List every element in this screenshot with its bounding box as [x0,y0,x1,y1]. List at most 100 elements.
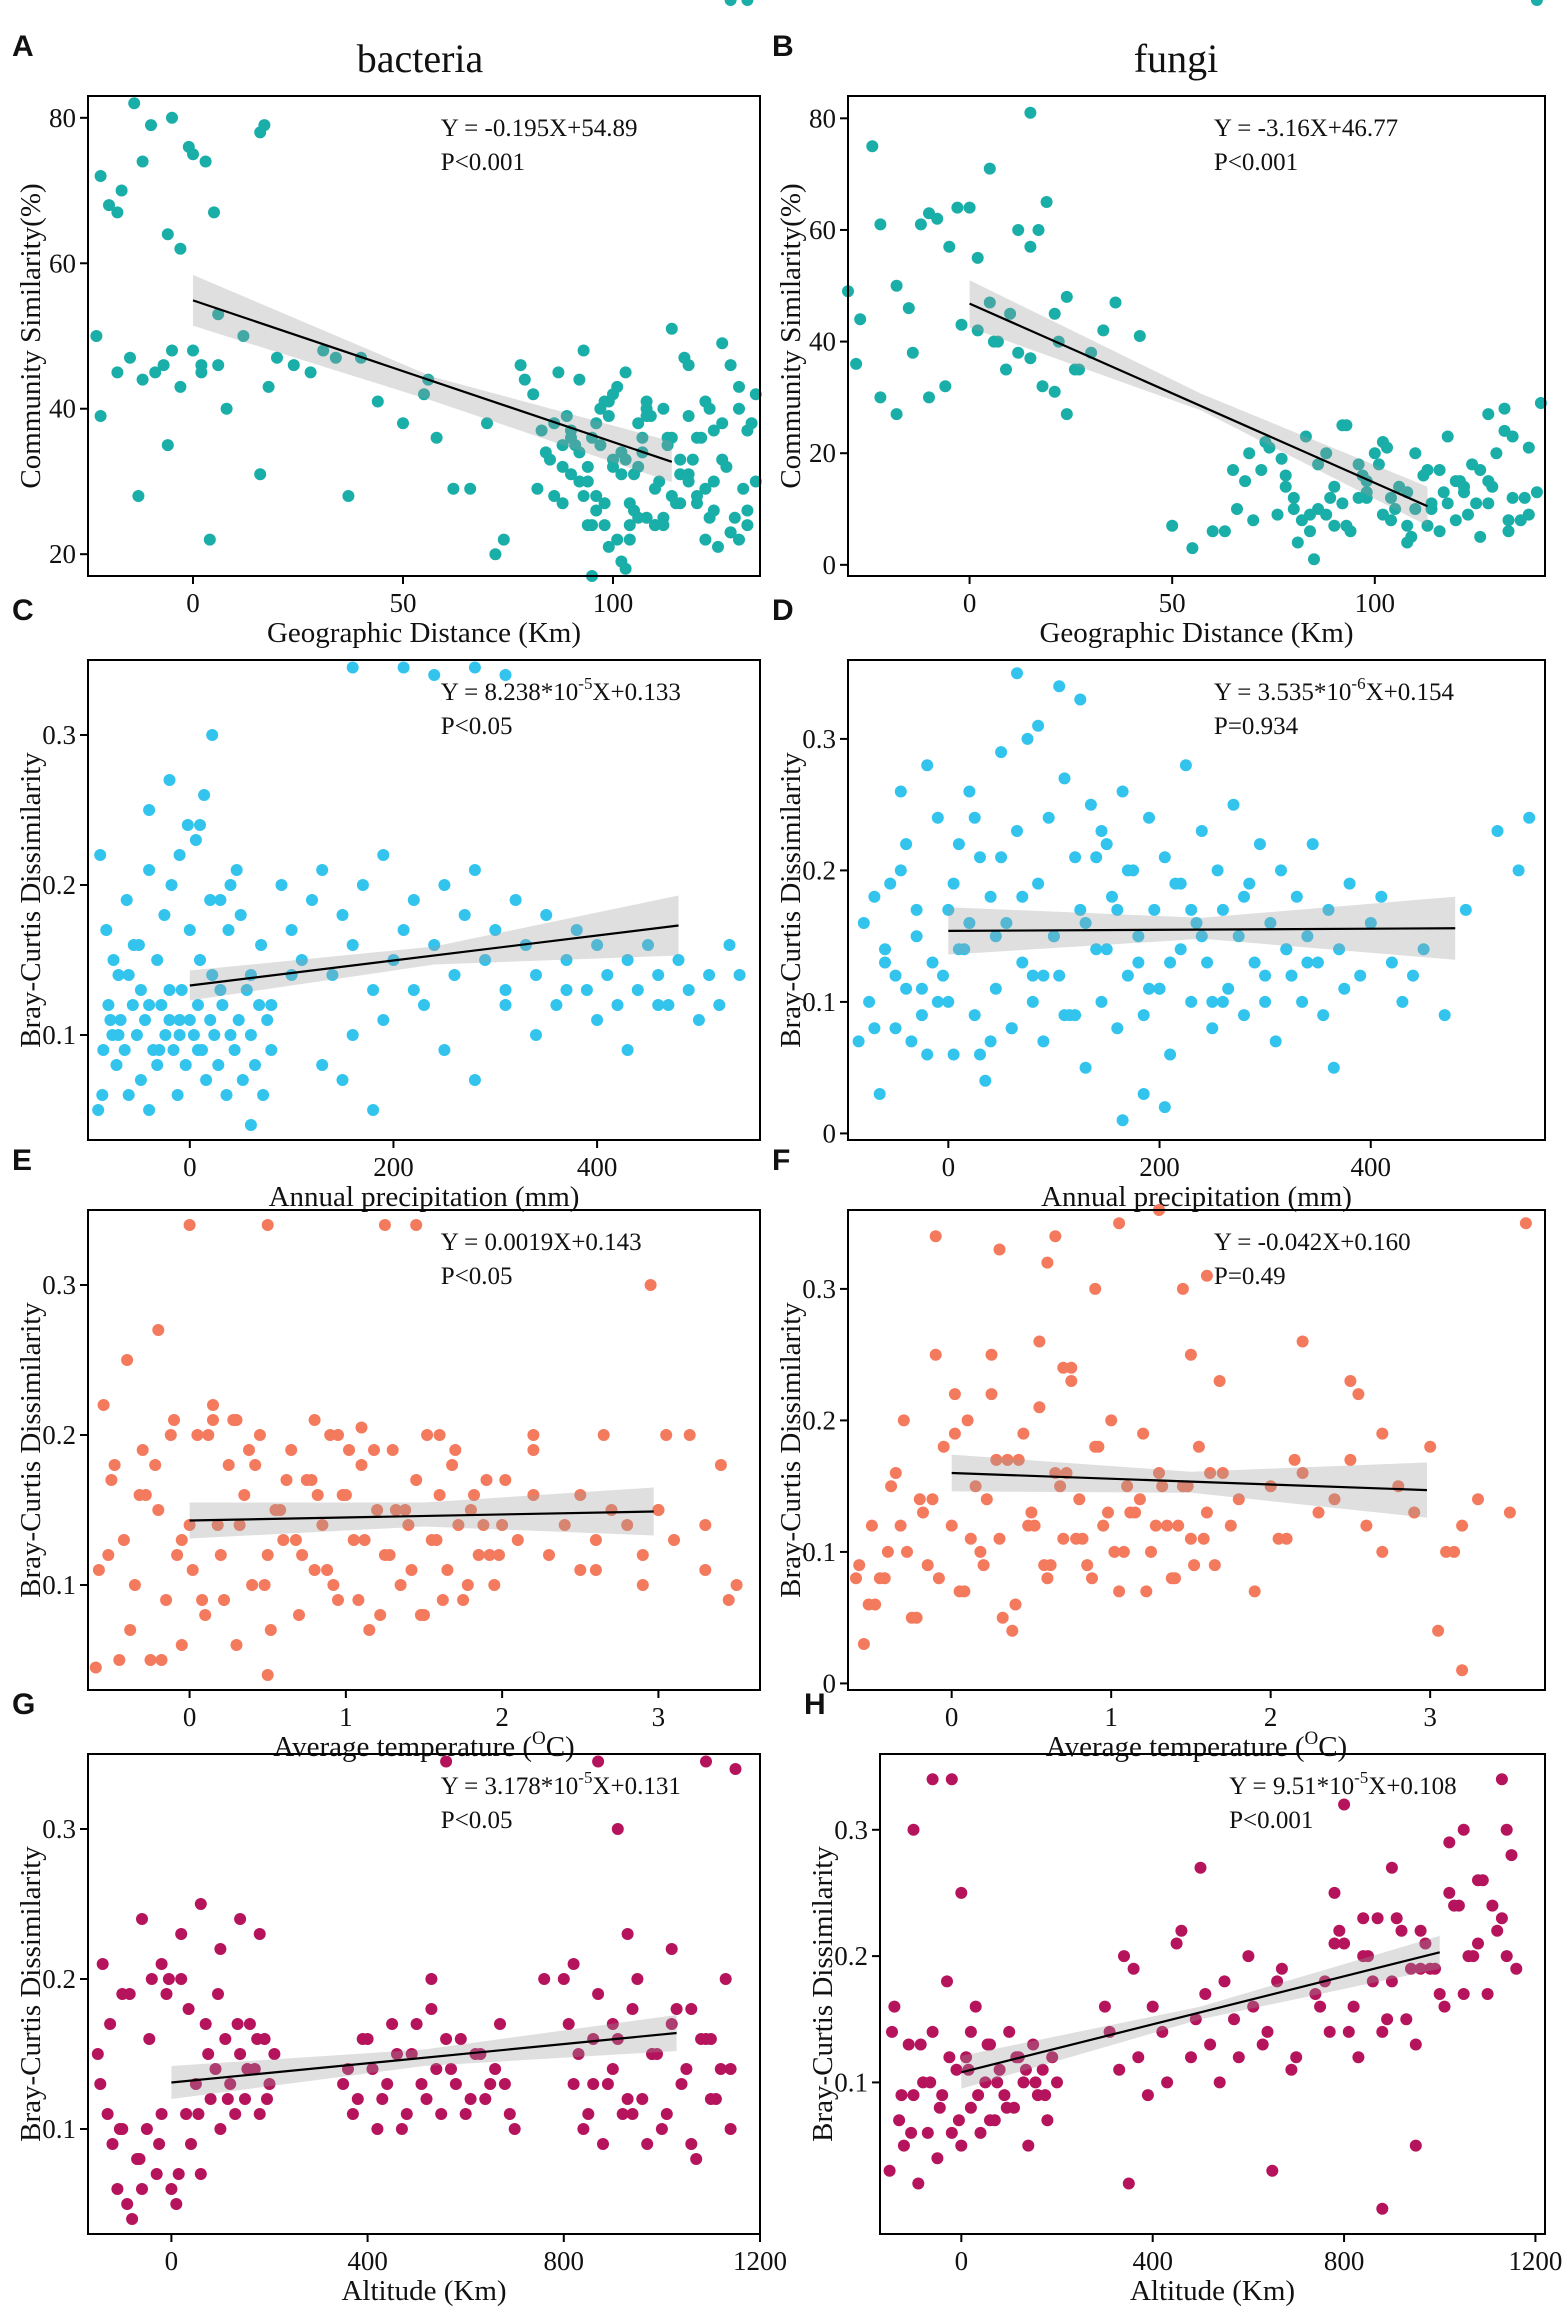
data-point [1409,2139,1422,2152]
panel-letter-e: E [12,1144,32,1177]
data-point [607,460,619,473]
data-point [183,1219,196,1231]
data-point [1275,864,1287,877]
data-point [1502,525,1515,538]
confidence-band-c [189,895,679,1001]
data-point [189,834,202,846]
data-point [952,838,965,851]
data-point [499,669,512,681]
data-point [285,924,298,936]
data-point [317,344,330,357]
data-point [1354,969,1367,982]
data-point [1522,508,1535,521]
data-point [577,344,590,357]
data-point [601,969,614,981]
data-point [1137,1009,1150,1022]
data-point [560,984,573,996]
data-point [1498,402,1511,415]
data-point [117,1534,130,1546]
data-point [971,324,984,337]
data-point [1261,2025,1274,2038]
data-point [1424,1440,1437,1453]
data-point [265,1044,278,1056]
data-point [626,2003,639,2015]
data-point [665,1943,678,1955]
data-point [243,1444,255,1456]
equation-g: Y = 3.178*10-5X+0.131 [441,1768,681,1800]
data-point [265,999,278,1011]
data-point [668,1534,680,1546]
data-point [381,2078,394,2090]
data-point [166,344,178,357]
data-point [636,1579,649,1591]
data-point [1132,2051,1145,2064]
data-point [1256,2038,1269,2051]
data-point [145,119,157,132]
regression-line-d [948,927,1456,933]
data-point [1227,798,1240,811]
data-point [921,1559,934,1572]
data-point [1242,1950,1255,1963]
data-point [631,984,644,996]
data-point [733,402,745,415]
data-point [209,2063,222,2075]
data-point [707,424,720,437]
data-point [652,969,665,981]
data-point [552,366,565,379]
data-point [271,351,283,364]
data-point [136,155,149,168]
data-point [194,1898,207,1910]
data-point [212,359,225,372]
data-point [136,1913,148,1925]
data-point [143,864,156,876]
data-point [926,956,939,969]
data-point [640,402,653,415]
data-point [402,1519,415,1531]
data-point [1491,825,1504,837]
x-axis-label-superscript: O [1304,1728,1318,1749]
data-point [243,2018,256,2030]
data-point [1057,1361,1070,1374]
data-point [1026,995,1039,1008]
data-point [955,1886,968,1899]
y-axis-label-e: Bray-Curtis Dissimilarity [15,1302,47,1598]
data-point [468,1489,480,1501]
data-point [336,1074,349,1086]
data-point [464,482,477,495]
panel-d: D 0 200 400 0 0.1 0.2 0.3 Annual precipitation (… [772,594,1546,1213]
data-point [204,1014,217,1026]
data-point [929,1348,942,1361]
data-point [1116,1114,1129,1127]
data-point [990,1453,1003,1466]
data-point [128,1579,141,1591]
data-point [1058,772,1071,785]
data-point [644,1279,657,1291]
data-point [653,475,666,488]
data-point [1433,525,1446,538]
data-point [1366,1975,1379,1988]
data-point [183,1519,196,1531]
data-point [1195,930,1208,943]
data-point [543,1549,555,1561]
data-point [900,838,913,851]
data-point [707,475,720,488]
data-point [1376,1545,1389,1558]
data-point [195,359,208,372]
data-point [1472,1874,1484,1887]
y-tick-label-c: 0.2 [42,870,76,900]
data-point [92,1564,105,1576]
data-point [921,1048,934,1061]
data-point [1156,1480,1169,1493]
data-point [1414,1962,1427,1975]
data-point [611,380,624,393]
data-point [1534,397,1547,409]
data-point [218,1594,230,1606]
x-tick-label-d: 0 [942,1152,956,1182]
data-point [306,894,318,906]
data-point [173,849,186,861]
panel-c: C 0 200 400 0.1 0.2 0.3 Annual precipitation (m… [12,594,761,1213]
data-point [1290,2051,1303,2064]
data-point [240,984,253,996]
plot-frame-c [87,659,761,1141]
data-point [857,1638,870,1650]
